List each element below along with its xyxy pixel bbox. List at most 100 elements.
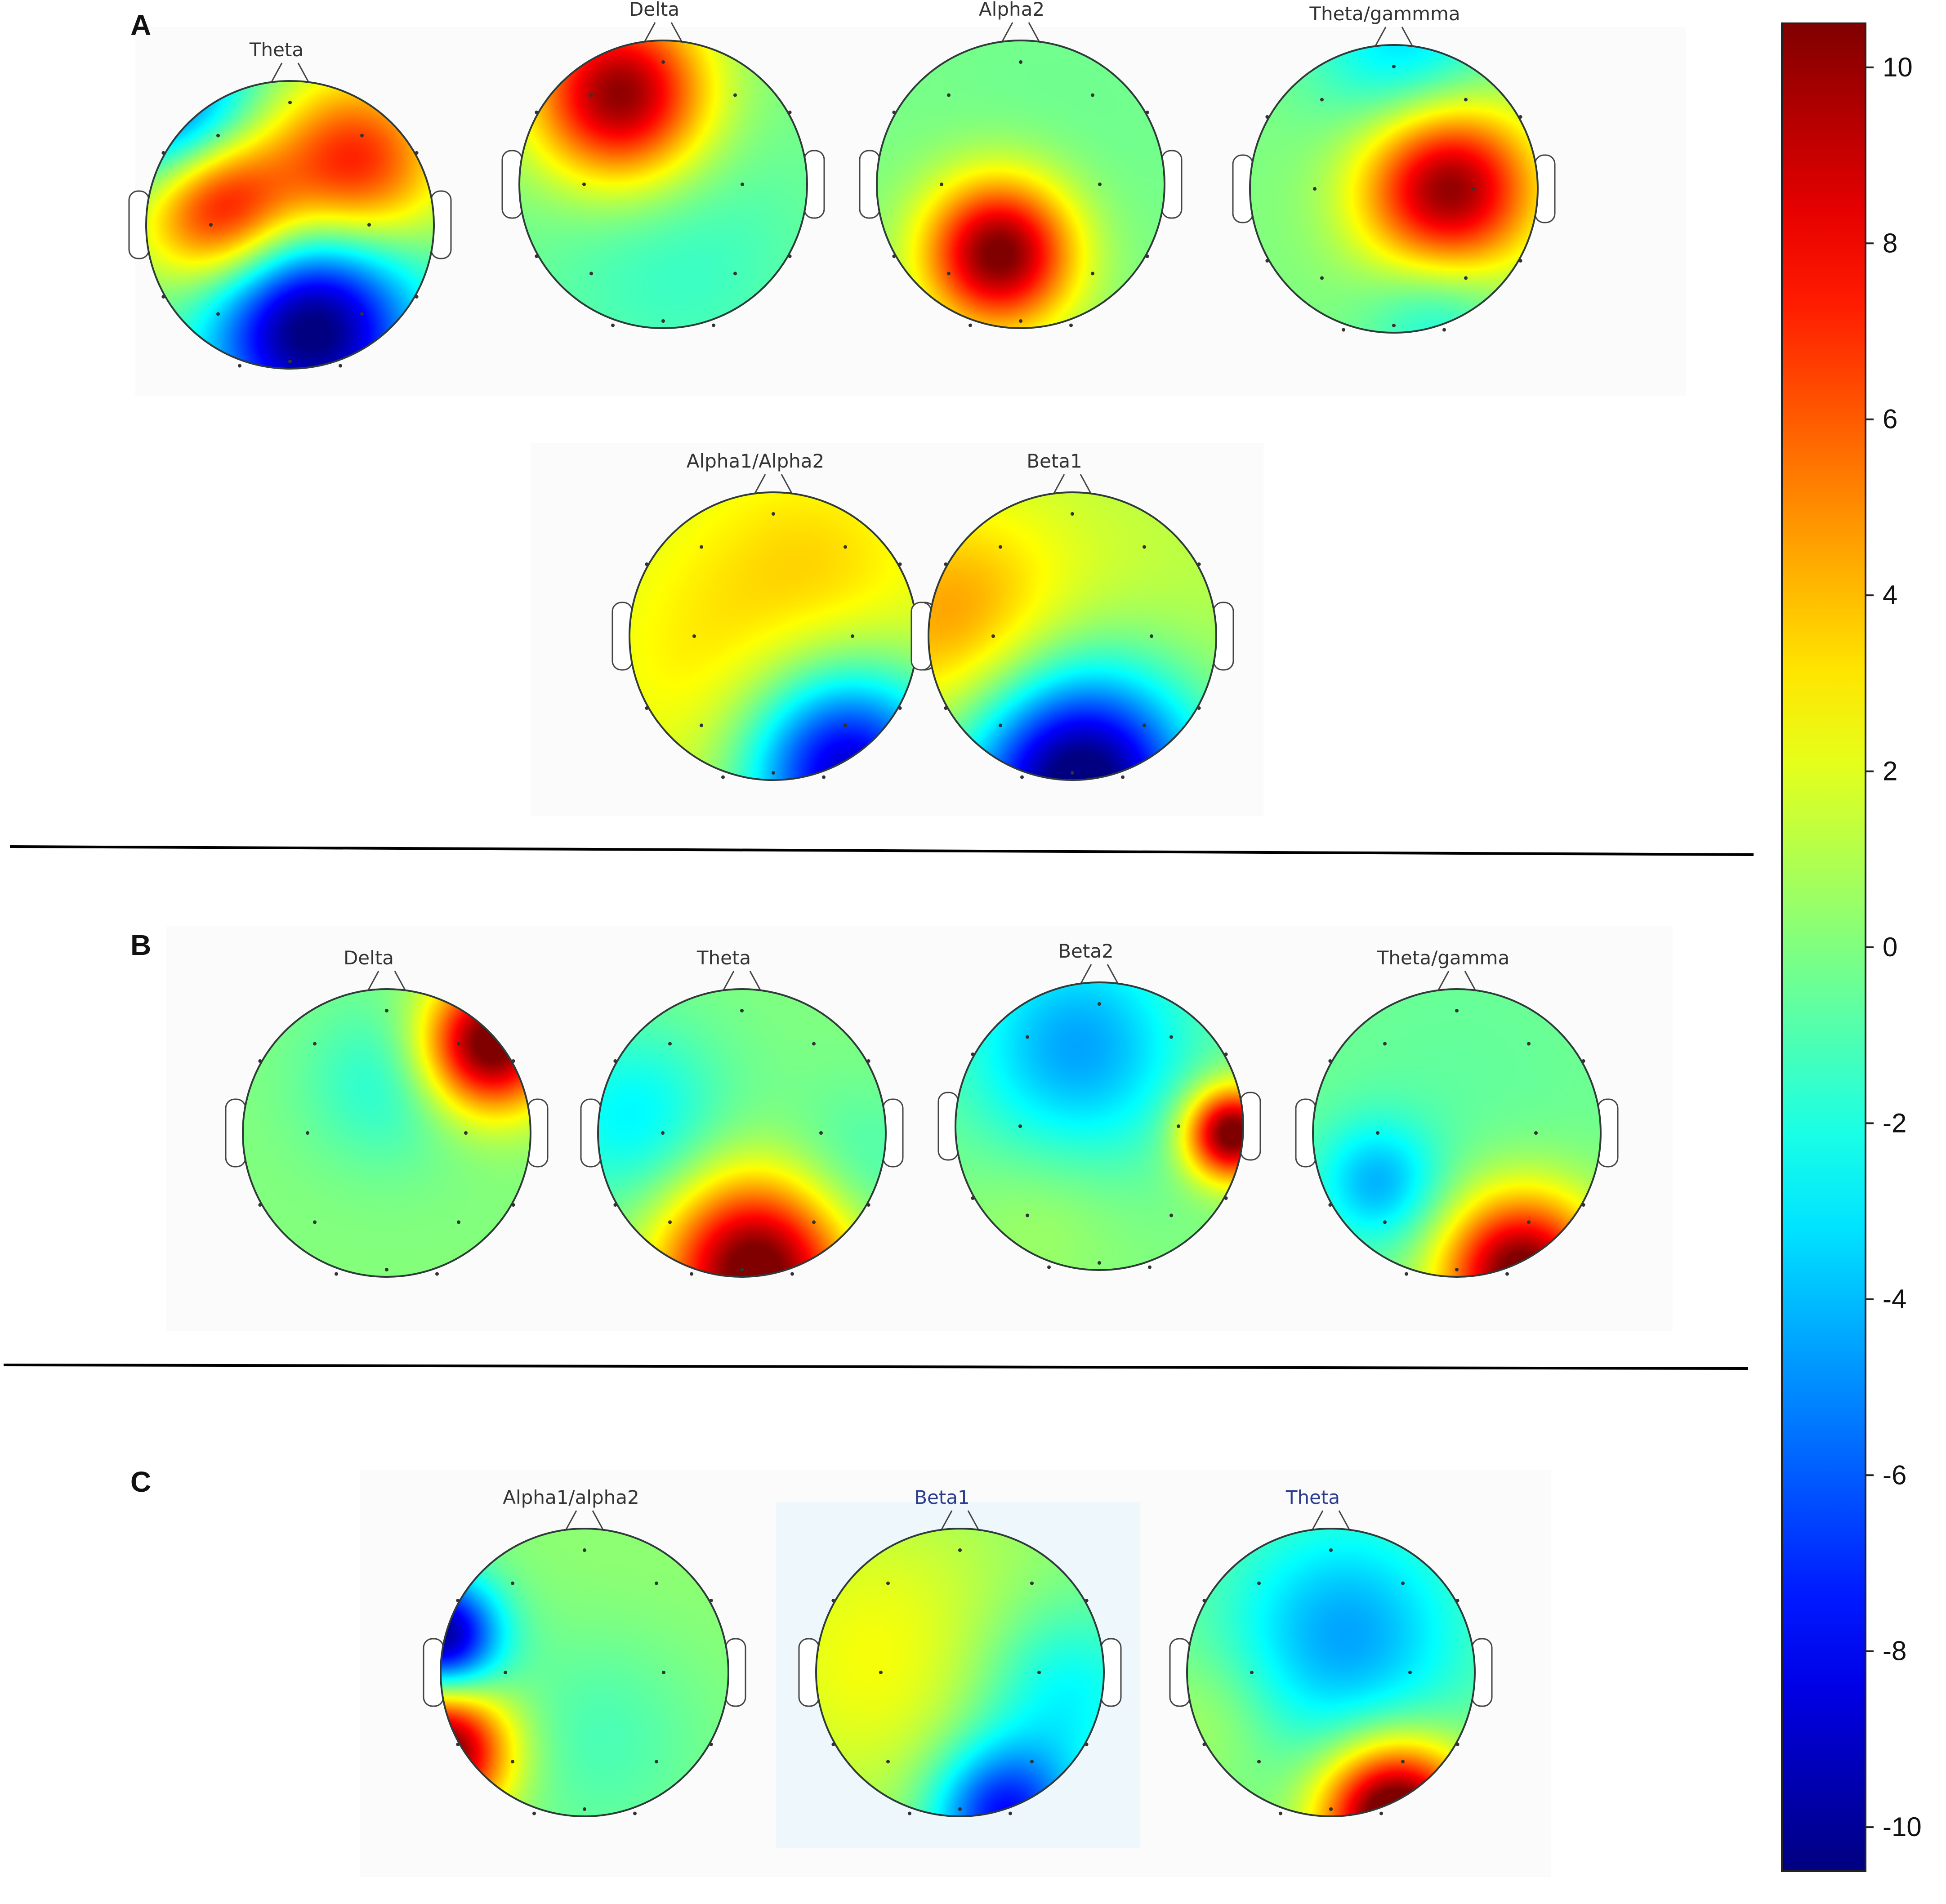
topomap-title: Delta bbox=[344, 947, 394, 969]
electrode-dot bbox=[1455, 1009, 1459, 1012]
colorbar-tick-label: 10 bbox=[1883, 52, 1913, 82]
electrode-dot bbox=[1464, 98, 1468, 102]
nose bbox=[1374, 27, 1414, 47]
colorbar-tick-label: 4 bbox=[1883, 580, 1897, 610]
electrode-dot bbox=[1026, 1213, 1029, 1217]
electrode-dot bbox=[1145, 254, 1149, 258]
topomap: Theta bbox=[1169, 1486, 1493, 1817]
electrode-dot bbox=[892, 111, 896, 114]
electrode-dot bbox=[1383, 1220, 1387, 1224]
electrode-dot bbox=[1145, 111, 1149, 114]
topomap-title: Theta bbox=[249, 39, 304, 61]
head-outline bbox=[955, 981, 1244, 1271]
separator-b-c bbox=[3, 1364, 1749, 1370]
electrode-dot bbox=[1342, 328, 1345, 332]
electrode-dot bbox=[940, 183, 943, 186]
electrode-dot bbox=[1098, 1261, 1101, 1265]
electrode-dot bbox=[712, 323, 715, 327]
nose bbox=[1311, 1510, 1351, 1531]
electrode-dot bbox=[866, 1059, 870, 1063]
topomap: Theta bbox=[580, 947, 904, 1278]
electrode-dot bbox=[898, 562, 902, 566]
topomap-title: Beta1 bbox=[914, 1486, 970, 1508]
electrode-dot bbox=[812, 1220, 816, 1224]
electrode-dot bbox=[999, 545, 1002, 549]
colorbar: 10 8 6 4 2 0 -2 -4 -6 -8 -10 bbox=[1781, 22, 1922, 1872]
topomap-heat bbox=[816, 1529, 1104, 1816]
electrode-dot bbox=[258, 1203, 262, 1207]
electrode-dot bbox=[535, 111, 539, 114]
electrode-dot bbox=[511, 1760, 514, 1764]
topomap-title: Beta2 bbox=[1058, 940, 1114, 962]
electrode-dot bbox=[1018, 1124, 1022, 1128]
electrode-dot bbox=[511, 1581, 514, 1585]
electrode-dot bbox=[721, 775, 725, 779]
electrode-dot bbox=[662, 1671, 665, 1674]
head-outline bbox=[876, 40, 1165, 329]
electrode-dot bbox=[1265, 115, 1269, 119]
electrode-dot bbox=[969, 323, 972, 327]
electrode-dot bbox=[1401, 1581, 1405, 1585]
electrode-dot bbox=[831, 1743, 835, 1746]
electrode-dot bbox=[1279, 1811, 1282, 1815]
topomap-heat bbox=[955, 982, 1243, 1270]
electrode-dot bbox=[1224, 1052, 1228, 1056]
topomap: Delta bbox=[501, 0, 825, 329]
colorbar-gradient bbox=[1781, 22, 1866, 1872]
electrode-dot bbox=[1265, 259, 1269, 263]
electrode-dot bbox=[1143, 545, 1146, 549]
electrode-dot bbox=[1383, 1042, 1387, 1046]
topomap: Alpha1/Alpha2 bbox=[611, 450, 935, 781]
electrode-dot bbox=[1464, 276, 1468, 280]
topomap-heat bbox=[1250, 45, 1538, 333]
electrode-dot bbox=[958, 1807, 962, 1811]
electrode-dot bbox=[844, 723, 847, 727]
electrode-dot bbox=[367, 223, 371, 227]
nose bbox=[754, 474, 793, 495]
electrode-dot bbox=[851, 634, 854, 638]
electrode-dot bbox=[216, 134, 220, 138]
nose bbox=[643, 22, 683, 43]
electrode-dot bbox=[1250, 1671, 1254, 1674]
electrode-dot bbox=[339, 364, 342, 368]
electrode-dot bbox=[1313, 187, 1317, 191]
topomap-heat bbox=[598, 989, 886, 1277]
head-outline bbox=[1249, 44, 1539, 334]
electrode-dot bbox=[879, 1671, 883, 1674]
electrode-dot bbox=[812, 1042, 816, 1046]
nose bbox=[270, 62, 310, 83]
head-outline bbox=[518, 40, 808, 329]
electrode-dot bbox=[886, 1581, 890, 1585]
topomap: Theta/gamma bbox=[1295, 947, 1619, 1278]
electrode-dot bbox=[1069, 323, 1073, 327]
topomap: Beta1 bbox=[911, 450, 1234, 781]
electrode-dot bbox=[415, 295, 419, 299]
electrode-dot bbox=[511, 1059, 515, 1063]
electrode-dot bbox=[1581, 1059, 1585, 1063]
electrode-dot bbox=[611, 323, 615, 327]
electrode-dot bbox=[740, 1268, 744, 1271]
electrode-dot bbox=[385, 1268, 388, 1271]
electrode-dot bbox=[733, 93, 737, 97]
electrode-dot bbox=[892, 254, 896, 258]
colorbar-tick-label: -4 bbox=[1883, 1284, 1906, 1314]
electrode-dot bbox=[1329, 1807, 1333, 1811]
electrode-dot bbox=[1518, 115, 1522, 119]
nose bbox=[1053, 474, 1092, 495]
electrode-dot bbox=[209, 223, 213, 227]
electrode-dot bbox=[258, 1059, 262, 1063]
electrode-dot bbox=[216, 312, 220, 316]
electrode-dot bbox=[1047, 1265, 1051, 1269]
topomap-heat bbox=[243, 989, 531, 1277]
electrode-dot bbox=[740, 1009, 744, 1012]
colorbar-tick-label: -6 bbox=[1883, 1460, 1906, 1490]
electrode-dot bbox=[1030, 1581, 1034, 1585]
electrode-dot bbox=[1505, 1272, 1509, 1276]
electrode-dot bbox=[700, 545, 703, 549]
electrode-dot bbox=[456, 1743, 460, 1746]
electrode-dot bbox=[435, 1272, 439, 1276]
electrode-dot bbox=[790, 1272, 794, 1276]
topomap-heat bbox=[928, 492, 1216, 780]
electrode-dot bbox=[1143, 723, 1146, 727]
electrode-dot bbox=[613, 1203, 617, 1207]
